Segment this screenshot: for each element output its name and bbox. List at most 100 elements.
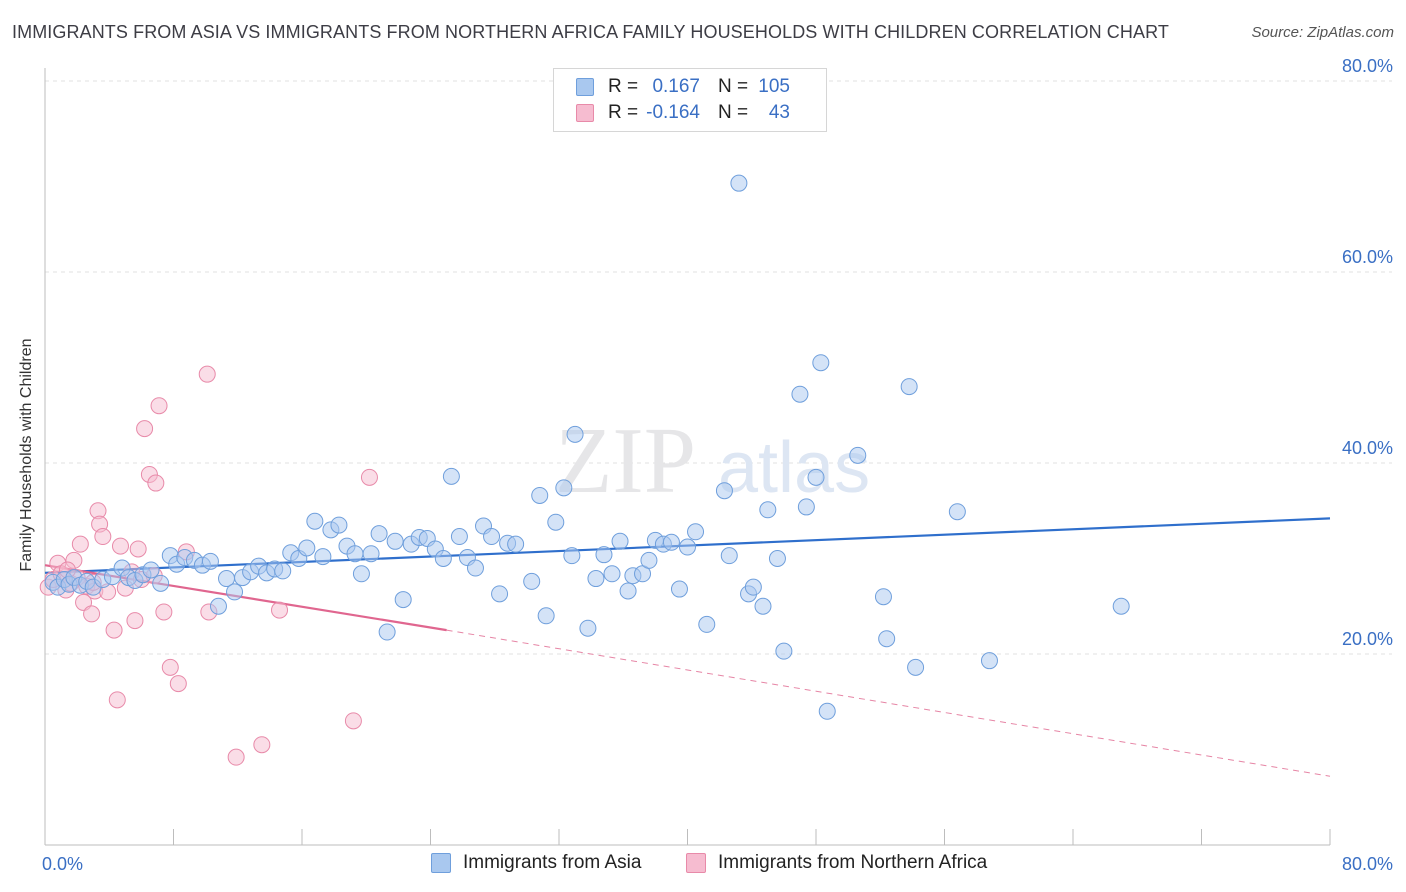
asia-point [362, 545, 380, 563]
series-legend-africa: Immigrants from Northern Africa [686, 852, 987, 874]
asia-point [759, 501, 777, 519]
asia-point [507, 535, 525, 553]
asia-point [330, 516, 348, 534]
asia-point [566, 425, 584, 443]
legend-n-value: 43 [768, 102, 790, 123]
africa-point [83, 605, 101, 623]
asia-point [298, 539, 316, 557]
asia-point [907, 658, 925, 676]
series-swatch-africa [686, 853, 706, 873]
africa-point [253, 736, 271, 754]
asia-point [595, 546, 613, 564]
asia-point [386, 532, 404, 550]
asia-point [547, 513, 565, 531]
asia-point [523, 572, 541, 590]
africa-point [71, 535, 89, 553]
legend-r-label: R = [608, 76, 639, 97]
asia-point [370, 525, 388, 543]
africa-point [126, 612, 144, 630]
asia-point [715, 482, 733, 500]
x-tick-label-max: 80.0% [1342, 854, 1393, 874]
y-tick-labels: 20.0% 40.0% 60.0% 80.0% [1342, 56, 1393, 649]
asia-point [491, 585, 509, 603]
asia-point [201, 552, 219, 570]
asia-point [679, 538, 696, 556]
asia-point [209, 597, 227, 615]
x-tick-marks [173, 829, 1331, 845]
asia-point [1112, 597, 1130, 615]
asia-point [603, 565, 621, 583]
legend-row-africa: R = -0.164 N = 43 [576, 101, 790, 125]
series-legend-asia: Immigrants from Asia [431, 852, 641, 874]
asia-point [226, 583, 244, 601]
watermark-zip: ZIP [555, 409, 696, 513]
africa-point [360, 468, 378, 486]
asia-point [352, 565, 370, 583]
legend-r-value: -0.164 [646, 102, 700, 123]
asia-point [797, 498, 815, 516]
asia-point [619, 582, 637, 600]
asia-point [687, 523, 705, 541]
asia-point [274, 562, 292, 580]
legend-r-label: R = [608, 102, 639, 123]
asia-point [306, 512, 324, 530]
africa-point [271, 601, 289, 619]
asia-point [531, 486, 549, 504]
asia-point [812, 354, 830, 372]
asia-point [483, 528, 501, 546]
africa-point [129, 540, 147, 558]
africa-point [227, 748, 245, 766]
y-tick-label: 40.0% [1342, 438, 1393, 458]
asia-point [442, 467, 460, 485]
x-tick-labels: 0.0% 80.0% [42, 854, 1393, 874]
y-tick-label: 80.0% [1342, 56, 1393, 76]
asia-point [537, 607, 555, 625]
africa-point [161, 658, 179, 676]
asia-point [768, 550, 786, 567]
africa-point [155, 603, 173, 621]
africa-point [111, 537, 129, 555]
africa-point [108, 691, 126, 709]
asia-point [948, 503, 966, 521]
series-swatch-asia [431, 853, 451, 873]
asia-point [555, 479, 573, 497]
source-label: Source: ZipAtlas.com [1251, 24, 1394, 41]
asia-point [874, 588, 892, 606]
asia-point [754, 597, 772, 615]
asia-point [450, 528, 468, 546]
africa-point [198, 365, 216, 383]
asia-point [434, 550, 452, 567]
africa-point [105, 621, 123, 639]
legend-r-value: 0.167 [652, 76, 700, 97]
legend-swatch-asia [576, 78, 594, 96]
africa-point [344, 712, 362, 730]
asia-point [720, 547, 738, 565]
series-label-asia: Immigrants from Asia [463, 852, 642, 873]
africa-point [169, 675, 187, 693]
asia-point [900, 378, 918, 396]
gridlines [45, 80, 1392, 655]
asia-point [670, 580, 688, 598]
africa-point [150, 397, 168, 415]
asia-point [807, 468, 825, 486]
series-legend: Immigrants from Asia Immigrants from Nor… [0, 852, 1406, 878]
y-tick-label: 60.0% [1342, 247, 1393, 267]
y-tick-label: 20.0% [1342, 629, 1393, 649]
africa-point [147, 474, 165, 492]
asia-point [662, 533, 680, 551]
asia-point [849, 446, 867, 464]
asia-point [394, 591, 412, 609]
asia-point [563, 547, 581, 565]
x-tick-label-min: 0.0% [42, 854, 83, 874]
watermark: ZIP atlas [555, 409, 870, 513]
asia-point [791, 385, 809, 403]
asia-point [878, 630, 896, 648]
asia-point [611, 532, 629, 550]
africa-trend-extension [446, 629, 1331, 777]
asia-point [142, 561, 160, 579]
africa-point [94, 528, 112, 546]
asia-point [314, 548, 332, 566]
legend-n-value: 105 [758, 76, 790, 97]
asia-points [44, 174, 1130, 720]
asia-point [587, 570, 605, 588]
